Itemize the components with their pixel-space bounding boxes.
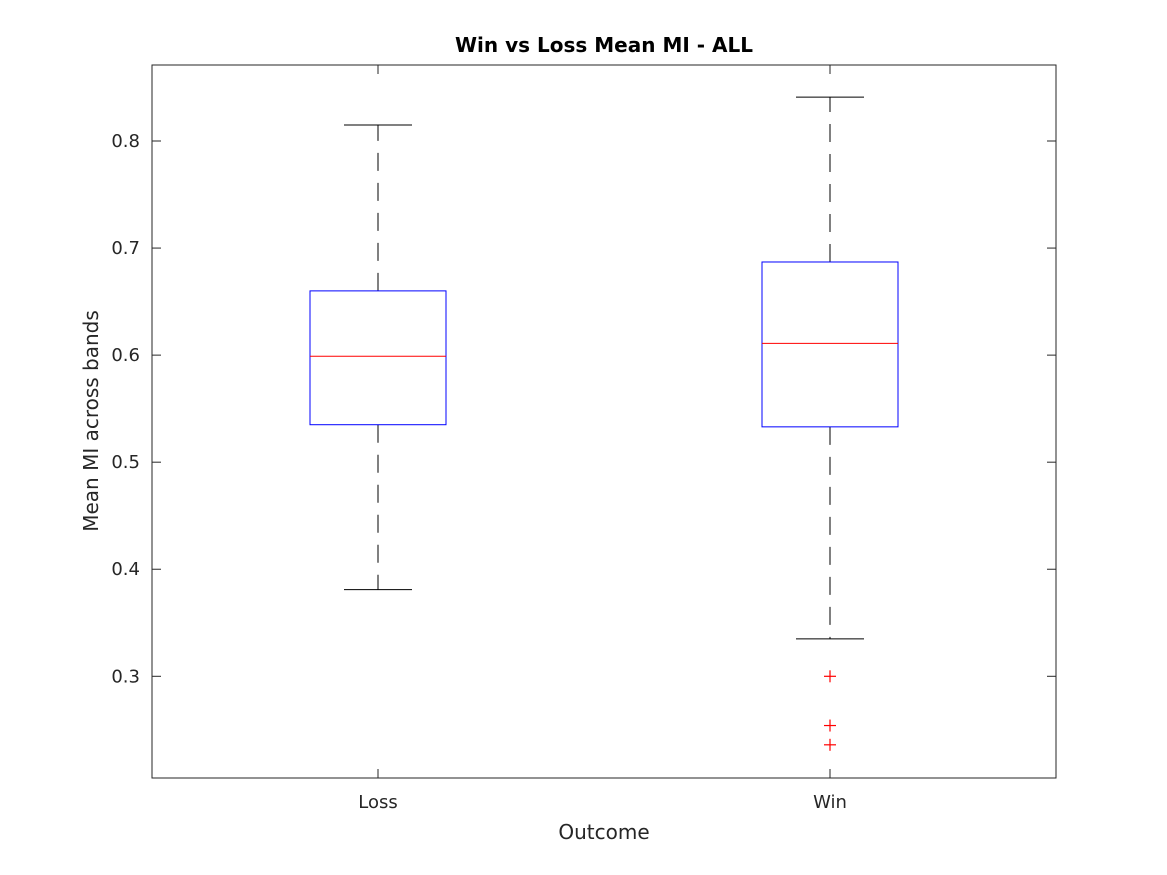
chart-title: Win vs Loss Mean MI - ALL — [455, 33, 753, 57]
box-win — [761, 96, 899, 751]
outlier-marker — [824, 719, 836, 732]
x-tick-label: Loss — [358, 792, 397, 813]
y-tick-label: 0.7 — [111, 238, 140, 259]
y-tick-label: 0.5 — [111, 452, 140, 473]
plot-area — [151, 64, 1057, 779]
iqr-box — [309, 290, 447, 426]
iqr-box — [761, 261, 899, 428]
axis-ticks: 0.3 0.4 0.5 0.6 0.7 0.8 Loss Win — [111, 65, 1056, 813]
outlier-marker — [824, 738, 836, 751]
y-tick-label: 0.3 — [111, 666, 140, 687]
box-loss — [309, 124, 447, 591]
y-tick-label: 0.6 — [111, 345, 140, 366]
chart-marks — [309, 96, 899, 751]
y-tick-label: 0.8 — [111, 131, 140, 152]
x-axis-label: Outcome — [558, 820, 649, 844]
y-axis-label: Mean MI across bands — [79, 310, 103, 532]
x-tick-label: Win — [813, 792, 847, 813]
y-tick-label: 0.4 — [111, 559, 140, 580]
outlier-marker — [824, 670, 836, 683]
